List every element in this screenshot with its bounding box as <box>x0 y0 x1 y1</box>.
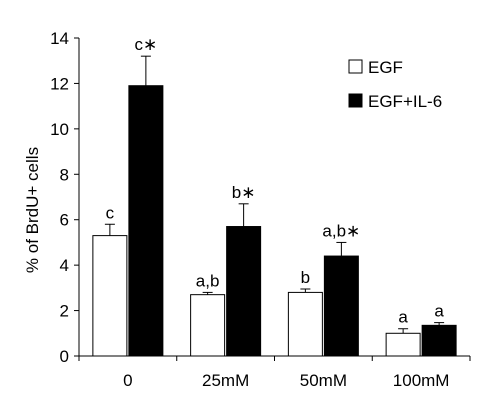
bar-annotation: a <box>434 302 444 321</box>
bar <box>287 291 323 357</box>
x-tick-label: 100mM <box>393 371 450 390</box>
y-axis: 0 2 4 6 8 10 12 14 <box>50 29 80 366</box>
y-axis-label: % of BrdU+ cells <box>23 147 42 273</box>
bars: c c∗ a,b b∗ b a,b∗ a a <box>92 35 457 357</box>
y-tick-label: 2 <box>60 302 69 321</box>
legend-swatch <box>348 59 363 74</box>
bar-annotation: b <box>301 268 310 287</box>
bar-annotation: c∗ <box>135 35 158 54</box>
bar-annotation: b∗ <box>232 183 256 202</box>
bar <box>421 324 457 357</box>
x-tick-label: 0 <box>123 371 132 390</box>
y-tick-label: 6 <box>60 211 69 230</box>
y-tick-label: 12 <box>50 74 69 93</box>
bar-annotation: c <box>106 203 115 222</box>
x-axis: 0 25mM 50mM 100mM <box>78 355 471 390</box>
bar <box>128 85 164 357</box>
bar <box>92 235 128 357</box>
bar-annotation: a <box>398 308 408 327</box>
legend-label: EGF <box>368 58 403 77</box>
bar-annotation: a,b∗ <box>322 221 360 240</box>
y-tick-label: 14 <box>50 29 69 48</box>
x-tick-label: 25mM <box>202 371 249 390</box>
bar <box>190 294 226 357</box>
bar <box>226 226 262 357</box>
bar <box>323 255 359 357</box>
legend: EGF EGF+IL-6 <box>348 58 442 111</box>
bar <box>385 332 421 357</box>
legend-label: EGF+IL-6 <box>368 92 442 111</box>
y-tick-label: 0 <box>60 347 69 366</box>
y-tick-label: 8 <box>60 165 69 184</box>
y-tick-label: 10 <box>50 120 69 139</box>
legend-swatch <box>348 93 363 108</box>
x-tick-label: 50mM <box>300 371 347 390</box>
y-tick-label: 4 <box>60 256 69 275</box>
bar-annotation: a,b <box>196 271 220 290</box>
